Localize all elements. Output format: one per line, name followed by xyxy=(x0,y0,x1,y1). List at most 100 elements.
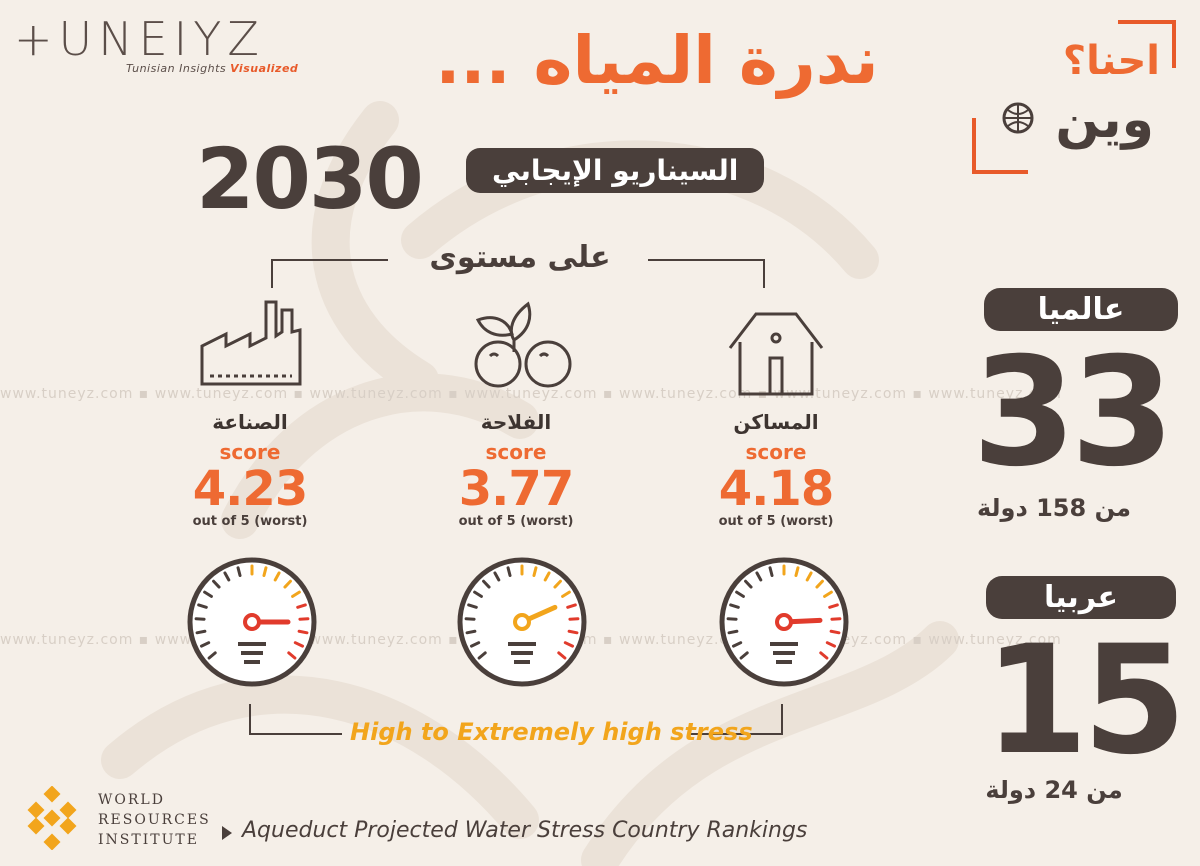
score-value: 4.23 xyxy=(192,461,308,517)
gauge-base-line xyxy=(773,651,795,655)
gauge-hub xyxy=(243,613,261,631)
score-value: 3.77 xyxy=(458,461,574,517)
gauge-domestic xyxy=(719,557,849,687)
sector-industry: الصناعة score 4.23 out of 5 (worst) xyxy=(150,410,350,529)
badge-line2: وين xyxy=(1055,90,1154,150)
scenario-badge: السيناريو الإيجابي xyxy=(466,148,765,193)
factory-icon xyxy=(200,300,302,386)
gauge-hub xyxy=(513,613,531,631)
gauge-tick xyxy=(744,579,753,589)
score-label: score xyxy=(485,440,547,464)
gauge-tick xyxy=(467,603,478,609)
gauge-tick xyxy=(473,590,483,598)
arab-rank-of: من 24 دولة xyxy=(985,776,1123,804)
gauge-tick xyxy=(207,651,217,660)
gauge-tick xyxy=(561,590,571,598)
gauge-tick xyxy=(469,641,481,648)
gauge-tick xyxy=(805,571,813,582)
level-label: على مستوى xyxy=(429,240,611,275)
sector-name: الفلاحة xyxy=(480,410,552,434)
gauge-tick xyxy=(731,641,743,648)
gauge-tick xyxy=(825,641,837,648)
stress-label: High to Extremely high stress xyxy=(350,718,753,746)
page-title: ندرة المياه ... xyxy=(435,22,879,99)
gauge-tick xyxy=(553,579,562,589)
level-bracket xyxy=(271,259,765,288)
gauge-tick xyxy=(212,579,221,589)
gauge-tick xyxy=(291,590,301,598)
gauge-hub xyxy=(775,613,793,631)
gauge-tick xyxy=(815,579,824,589)
gauge-tick xyxy=(273,571,281,582)
wri-logo-icon xyxy=(27,786,77,850)
gauge-tick xyxy=(563,641,575,648)
arab-rank: 15 xyxy=(984,614,1187,788)
gauge-tick xyxy=(828,603,839,609)
gauge-agriculture xyxy=(457,557,587,687)
gauge-tick xyxy=(794,566,800,578)
gauge-tick xyxy=(739,651,749,660)
gauge-tick xyxy=(199,641,211,648)
gauge-base-line xyxy=(244,660,260,664)
gauge-tick xyxy=(755,571,763,582)
badge-line1: احنا؟ xyxy=(1062,38,1160,84)
logo-tagline: Tunisian Insights Visualized xyxy=(126,62,299,75)
house-icon xyxy=(728,312,824,396)
gauge-tick xyxy=(203,590,213,598)
gauge-base-line xyxy=(514,660,530,664)
gauge-tick xyxy=(819,651,829,660)
gauge-tick xyxy=(735,590,745,598)
gauge-tick xyxy=(532,566,538,578)
gauge-tick xyxy=(197,603,208,609)
watermark-row: www.tuneyz.com ▪ www.tuneyz.com ▪ www.tu… xyxy=(0,386,1062,402)
gauge-base-line xyxy=(776,660,792,664)
olives-icon xyxy=(474,301,572,388)
badge-frame xyxy=(972,20,1176,174)
gauge-tick xyxy=(283,579,292,589)
play-arrow-icon xyxy=(222,826,232,840)
gauge-tick xyxy=(296,603,307,609)
gauge-tick xyxy=(566,603,577,609)
gauge-industry xyxy=(187,557,317,687)
gauge-tick xyxy=(262,566,268,578)
score-scale: out of 5 (worst) xyxy=(718,514,834,529)
gauge-tick xyxy=(482,579,491,589)
gauge-tick xyxy=(493,571,501,582)
source-text: Aqueduct Projected Water Stress Country … xyxy=(242,818,808,843)
sector-agriculture: الفلاحة score 3.77 out of 5 (worst) xyxy=(416,410,616,529)
stress-bracket xyxy=(249,704,783,735)
gauge-base-line xyxy=(511,651,533,655)
gauge-tick xyxy=(223,571,231,582)
gauge-tick xyxy=(477,651,487,660)
gauge-base-line xyxy=(238,642,266,646)
gauge-tick xyxy=(293,641,305,648)
score-scale: out of 5 (worst) xyxy=(458,514,574,529)
gauge-tick xyxy=(557,651,567,660)
gauge-tick xyxy=(287,651,297,660)
gauge-tick xyxy=(465,629,477,635)
where-are-we-badge: احنا؟ وين xyxy=(968,18,1182,178)
sector-domestic: المساكن score 4.18 out of 5 (worst) xyxy=(676,410,876,529)
score-label: score xyxy=(745,440,807,464)
logo-wordmark: +UNEIYZ xyxy=(14,12,265,66)
year-label: 2030 xyxy=(196,130,424,228)
gauge-base-line xyxy=(508,642,536,646)
gauge-tick xyxy=(823,590,833,598)
world-rank-of: من 158 دولة xyxy=(976,494,1132,522)
world-label: عالميا xyxy=(984,288,1178,331)
gauge-tick xyxy=(829,629,841,635)
score-value: 4.18 xyxy=(718,461,834,517)
gauge-tick xyxy=(506,566,512,578)
gauge-base-line xyxy=(770,642,798,646)
arab-label: عربيا xyxy=(986,576,1176,619)
wri-wordmark: WORLD RESOURCES INSTITUTE xyxy=(98,792,211,848)
gauge-tick xyxy=(727,629,739,635)
brand-logo[interactable]: +UNEIYZ Tunisian Insights Visualized xyxy=(14,12,298,75)
gauge-base-line xyxy=(241,651,263,655)
score-label: score xyxy=(219,440,281,464)
sector-name: المساكن xyxy=(733,410,819,434)
gauge-tick xyxy=(567,629,579,635)
sector-name: الصناعة xyxy=(212,410,288,434)
world-rank: 33 xyxy=(972,326,1175,500)
score-scale: out of 5 (worst) xyxy=(192,514,308,529)
